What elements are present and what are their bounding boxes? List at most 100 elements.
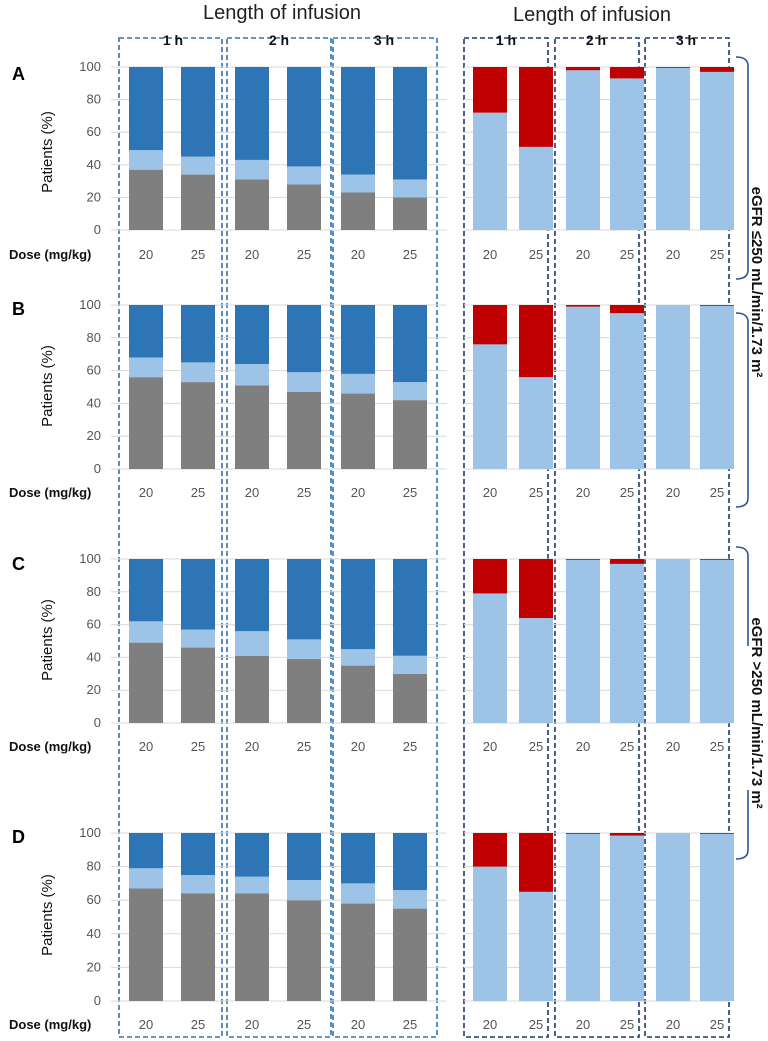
bar-b-right-light-blue-3 xyxy=(566,306,600,469)
bar-a-left-gray-1 xyxy=(129,169,163,230)
bar-d-left-gray-6 xyxy=(393,908,427,1001)
right-heading: Length of infusion xyxy=(513,4,671,26)
bar-a-left-dark-blue-6 xyxy=(393,67,427,180)
dose-tick-b-left: 25 xyxy=(403,485,417,500)
bar-c-left-dark-blue-2 xyxy=(181,559,215,630)
side-bracket-bottom-upper xyxy=(735,546,749,646)
bar-d-left-light-blue-2 xyxy=(181,875,215,894)
bar-b-left-light-blue-5 xyxy=(341,373,375,394)
dose-tick-a-left: 20 xyxy=(351,247,365,262)
dose-tick-c-right: 25 xyxy=(620,739,634,754)
bar-a-left-light-blue-4 xyxy=(287,166,321,185)
bar-c-left-dark-blue-3 xyxy=(235,559,269,632)
dose-tick-c-left: 20 xyxy=(245,739,259,754)
y-tick-label-b: 100 xyxy=(79,297,101,312)
side-label-bg-top xyxy=(749,140,767,420)
dose-tick-d-left: 25 xyxy=(191,1017,205,1032)
bar-c-left-dark-blue-4 xyxy=(287,559,321,640)
bar-a-left-light-blue-6 xyxy=(393,179,427,198)
bar-c-left-dark-blue-6 xyxy=(393,559,427,656)
y-tick-label-b: 0 xyxy=(94,461,101,476)
right-box-1h xyxy=(463,37,549,1038)
bar-a-right-red-6 xyxy=(700,67,734,72)
dose-tick-b-right: 20 xyxy=(483,485,497,500)
bar-b-left-dark-blue-1 xyxy=(129,305,163,358)
bar-a-right-light-blue-2 xyxy=(519,146,553,230)
left-box-1h xyxy=(118,37,223,1038)
y-tick-label-d: 20 xyxy=(87,959,101,974)
y-tick-label-a: 80 xyxy=(87,92,101,107)
bar-d-left-light-blue-1 xyxy=(129,868,163,889)
dose-tick-c-right: 20 xyxy=(576,739,590,754)
bar-c-right-light-blue-6 xyxy=(700,559,734,723)
dose-tick-a-left: 20 xyxy=(245,247,259,262)
bar-b-left-light-blue-2 xyxy=(181,362,215,383)
y-tick-label-c: 100 xyxy=(79,551,101,566)
right-group-label-2h: 2 h xyxy=(586,32,606,48)
dose-tick-d-right: 25 xyxy=(529,1017,543,1032)
right-group-label-3h: 3 h xyxy=(676,32,696,48)
bar-d-left-light-blue-4 xyxy=(287,880,321,901)
dose-tick-b-right: 20 xyxy=(576,485,590,500)
dose-tick-b-right: 20 xyxy=(666,485,680,500)
bar-d-left-light-blue-6 xyxy=(393,890,427,909)
bar-a-right-light-blue-3 xyxy=(566,70,600,230)
bar-a-right-red-2 xyxy=(519,67,553,147)
bar-d-left-dark-blue-3 xyxy=(235,833,269,877)
y-tick-label-d: 100 xyxy=(79,825,101,840)
bar-b-left-dark-blue-2 xyxy=(181,305,215,363)
bar-d-left-light-blue-5 xyxy=(341,883,375,904)
dose-label-c: Dose (mg/kg) xyxy=(9,739,91,754)
panel-letter-b: B xyxy=(12,299,25,319)
y-axis-label-a: Patients (%) xyxy=(39,111,56,193)
dose-tick-a-left: 25 xyxy=(403,247,417,262)
bar-c-left-gray-4 xyxy=(287,659,321,723)
bar-a-right-light-blue-1 xyxy=(473,112,507,230)
dose-tick-d-right: 25 xyxy=(710,1017,724,1032)
bar-c-left-gray-2 xyxy=(181,647,215,723)
bar-a-left-light-blue-3 xyxy=(235,159,269,180)
bar-c-right-red-3 xyxy=(566,559,600,560)
bar-d-right-red-1 xyxy=(473,833,507,867)
bar-d-left-gray-4 xyxy=(287,900,321,1001)
y-tick-label-a: 0 xyxy=(94,222,101,237)
left-box-2h xyxy=(226,37,332,1038)
y-tick-label-a: 40 xyxy=(87,157,101,172)
bar-d-left-dark-blue-5 xyxy=(341,833,375,884)
dose-tick-d-right: 20 xyxy=(666,1017,680,1032)
y-tick-label-d: 0 xyxy=(94,993,101,1008)
bar-b-left-gray-3 xyxy=(235,385,269,469)
y-tick-label-d: 40 xyxy=(87,926,101,941)
bar-a-left-dark-blue-1 xyxy=(129,67,163,151)
y-tick-label-b: 20 xyxy=(87,428,101,443)
bar-c-right-light-blue-2 xyxy=(519,618,553,723)
bar-d-right-red-4 xyxy=(610,833,644,836)
bar-b-right-light-blue-6 xyxy=(700,305,734,469)
dose-tick-c-right: 25 xyxy=(710,739,724,754)
bar-c-left-gray-5 xyxy=(341,665,375,723)
bar-a-left-light-blue-5 xyxy=(341,174,375,193)
dose-tick-c-left: 25 xyxy=(297,739,311,754)
bar-a-left-dark-blue-4 xyxy=(287,67,321,167)
side-label-bottom: eGFR >250 mL/min/1.73 m² xyxy=(748,617,765,808)
bar-c-left-light-blue-6 xyxy=(393,655,427,674)
bar-c-left-gray-1 xyxy=(129,642,163,723)
dose-tick-d-left: 20 xyxy=(139,1017,153,1032)
dose-tick-d-left: 25 xyxy=(297,1017,311,1032)
dose-tick-b-right: 25 xyxy=(529,485,543,500)
left-heading: Length of infusion xyxy=(203,2,361,24)
y-tick-label-c: 40 xyxy=(87,649,101,664)
dose-tick-a-left: 25 xyxy=(297,247,311,262)
bar-a-right-light-blue-6 xyxy=(700,71,734,230)
dose-tick-c-right: 20 xyxy=(666,739,680,754)
bar-d-left-gray-1 xyxy=(129,888,163,1001)
dose-tick-b-right: 25 xyxy=(620,485,634,500)
dose-tick-a-right: 25 xyxy=(710,247,724,262)
bar-a-left-gray-3 xyxy=(235,179,269,230)
bar-a-left-gray-2 xyxy=(181,174,215,230)
bar-d-left-dark-blue-6 xyxy=(393,833,427,891)
y-tick-label-a: 100 xyxy=(79,59,101,74)
bar-d-right-light-blue-3 xyxy=(566,833,600,1001)
dose-tick-a-right: 20 xyxy=(666,247,680,262)
